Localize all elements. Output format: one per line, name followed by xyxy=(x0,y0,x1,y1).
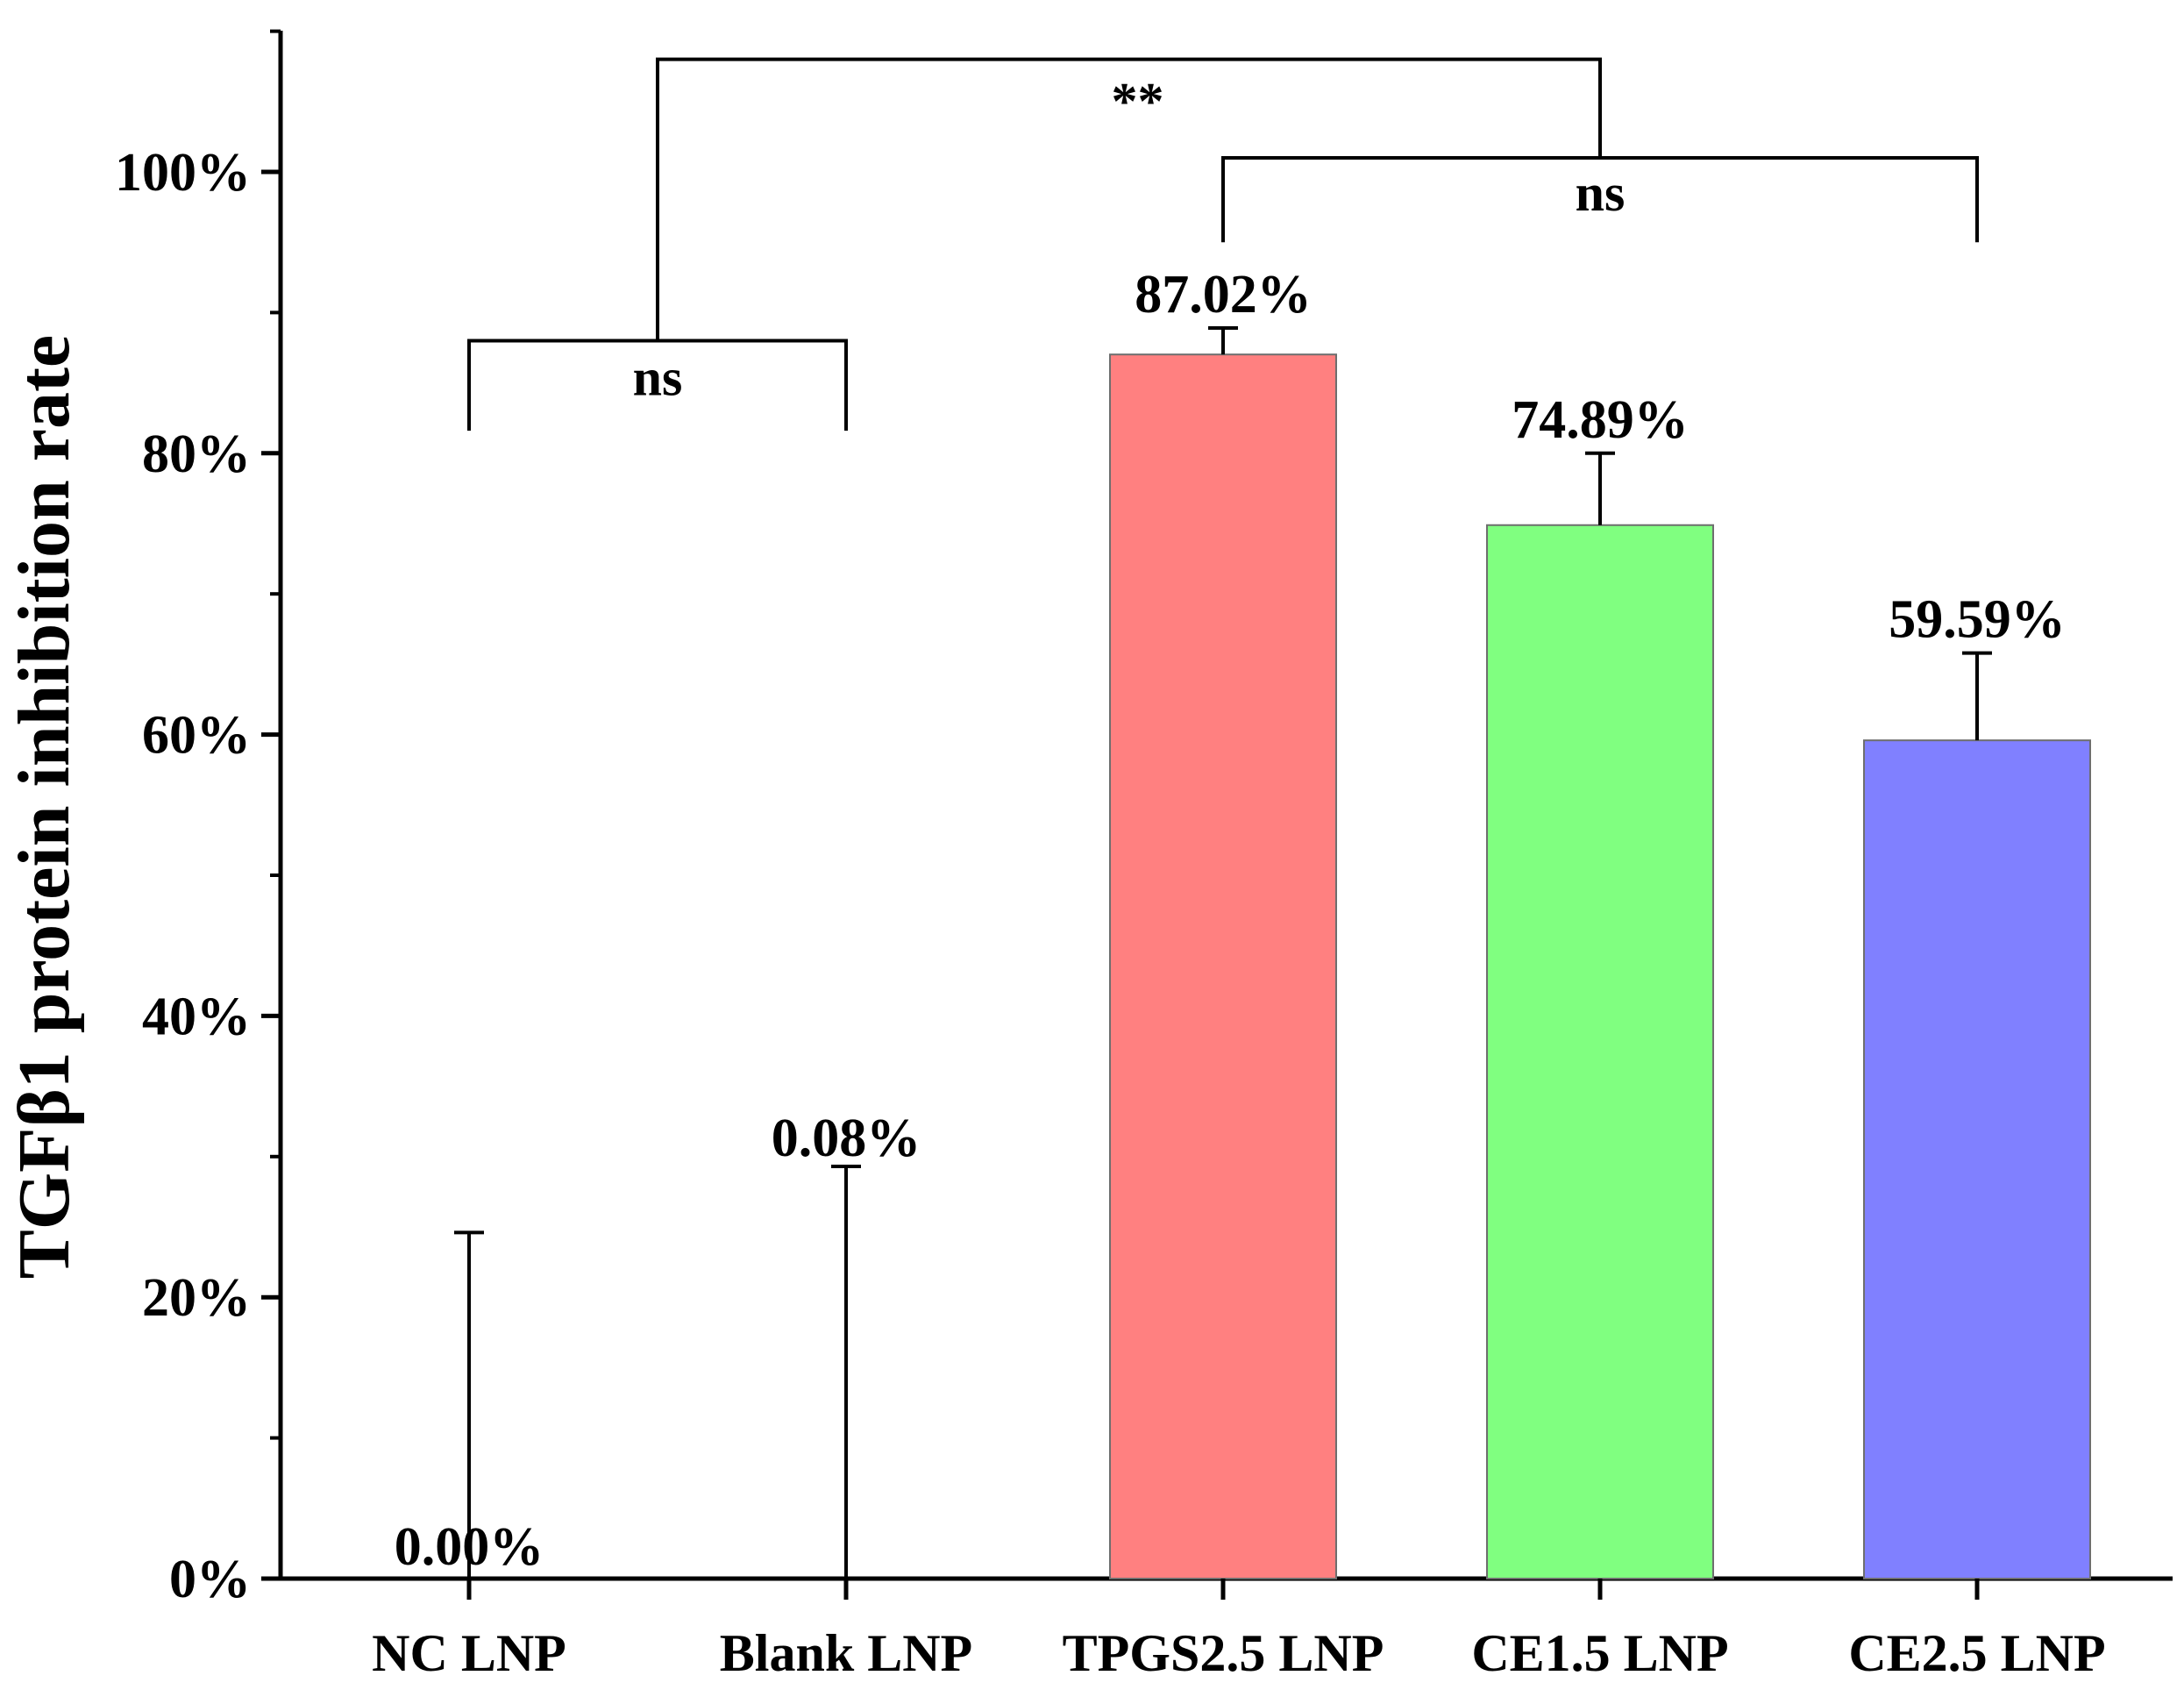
data-label: 87.02% xyxy=(1135,265,1312,324)
significance-label: ** xyxy=(1112,73,1164,131)
y-tick-label: 100% xyxy=(115,143,251,203)
x-tick-label: CE1.5 LNP xyxy=(1471,1624,1728,1682)
data-label: 74.89% xyxy=(1512,390,1689,450)
y-axis-title: TGFβ1 protein inhibition rate xyxy=(4,335,85,1279)
y-tick-label: 0% xyxy=(169,1550,251,1609)
bar xyxy=(1109,353,1337,1579)
data-label: 0.00% xyxy=(395,1517,544,1577)
y-tick-label: 80% xyxy=(142,424,251,484)
bar xyxy=(1486,524,1714,1579)
y-tick-label: 40% xyxy=(142,987,251,1046)
x-tick-label: TPGS2.5 LNP xyxy=(1063,1624,1384,1682)
y-tick-label: 20% xyxy=(142,1268,251,1328)
significance-label: ns xyxy=(633,348,683,406)
data-label: 59.59% xyxy=(1889,590,2066,650)
significance-label: ns xyxy=(1576,164,1626,222)
data-label: 0.08% xyxy=(772,1109,921,1168)
x-tick-label: CE2.5 LNP xyxy=(1848,1624,2105,1682)
bar xyxy=(1863,739,2091,1579)
x-tick-label: Blank LNP xyxy=(720,1624,972,1682)
y-tick-label: 60% xyxy=(142,706,251,766)
x-tick-label: NC LNP xyxy=(372,1624,566,1682)
significance-bracket xyxy=(656,57,1602,341)
